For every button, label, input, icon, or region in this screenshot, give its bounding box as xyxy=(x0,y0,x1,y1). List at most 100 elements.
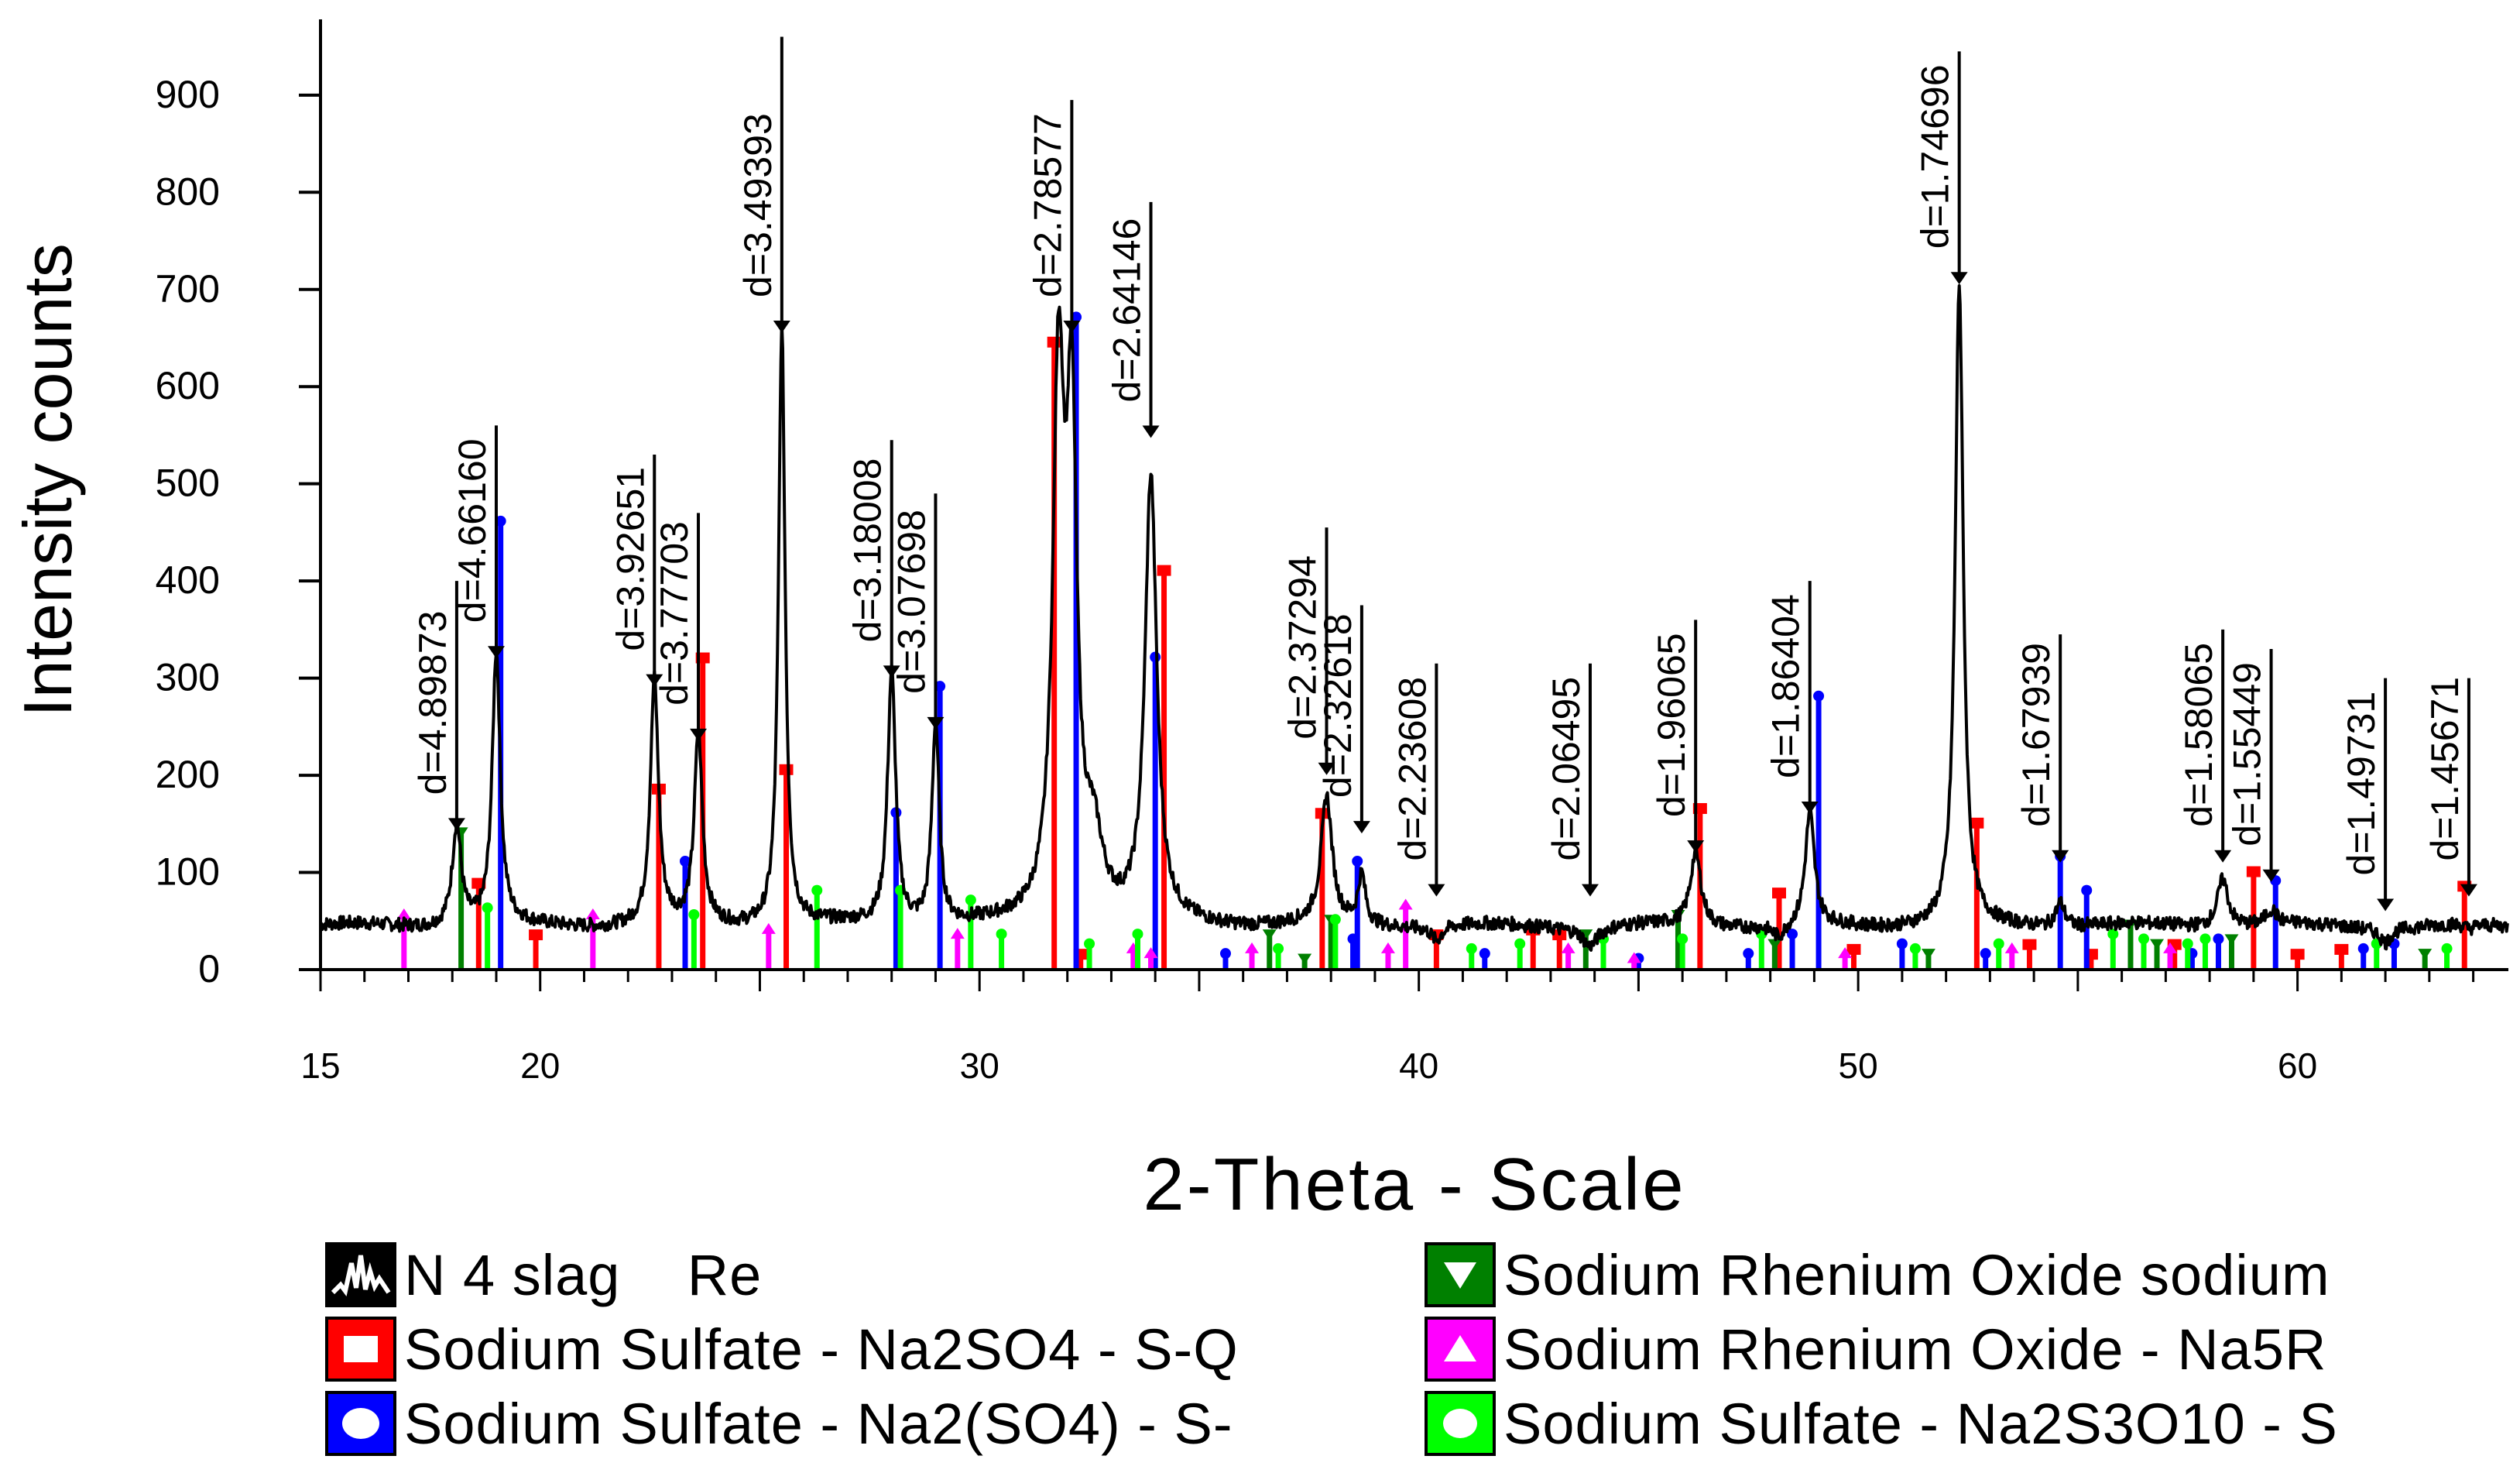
d-spacing-label: d=1.49731 xyxy=(2340,692,2383,876)
stick-marker xyxy=(2357,943,2369,954)
x-tick-label: 15 xyxy=(300,1046,340,1086)
stick-marker xyxy=(482,902,493,914)
stick-marker xyxy=(1838,947,1853,959)
stick-marker xyxy=(2182,938,2193,949)
stick-marker xyxy=(2138,933,2149,945)
peak-marker xyxy=(1318,762,1335,775)
d-spacing-label: d=1.55449 xyxy=(2226,662,2269,846)
d-spacing-label: d=4.66160 xyxy=(451,438,494,623)
x-tick-label: 50 xyxy=(1839,1046,1878,1086)
legend-label: Sodium Sulfate - Na2SO4 - S-Q xyxy=(404,1317,1239,1382)
stick-marker xyxy=(1896,938,1908,949)
peak-marker xyxy=(1142,425,1160,438)
reference-sticks-layer xyxy=(396,311,2472,970)
peak-marker xyxy=(1428,884,1445,897)
stick-marker xyxy=(934,681,946,692)
y-axis-label: Intensity counts xyxy=(9,243,86,716)
d-spacing-label: d=1.58065 xyxy=(2177,643,2220,827)
peak-marker xyxy=(2052,850,2069,863)
stick-marker xyxy=(2199,933,2211,945)
legend-green-triangle-down-icon xyxy=(1425,1242,1496,1307)
d-spacing-label: d=2.78577 xyxy=(1026,113,1069,297)
stick-marker xyxy=(1970,817,1984,829)
stick-marker xyxy=(1298,953,1312,965)
diffraction-pattern-layer xyxy=(319,284,2509,952)
stick-marker xyxy=(1627,952,1641,963)
d-spacing-label: d=2.37294 xyxy=(1281,555,1325,740)
legend-magenta-triangle-up-icon xyxy=(1425,1317,1496,1382)
y-tick-label: 300 xyxy=(156,656,220,699)
x-tick-label: 30 xyxy=(960,1046,999,1086)
stick-marker xyxy=(396,908,411,919)
stick-marker xyxy=(1772,888,1786,899)
stick-marker xyxy=(2107,929,2119,940)
d-spacing-label: d=1.86404 xyxy=(1764,594,1808,778)
x-tick-label: 20 xyxy=(520,1046,560,1086)
stick-marker xyxy=(1219,948,1231,960)
peak-marker xyxy=(1801,801,1819,814)
axes-layer: 0 100 200 300 400 500 600 700 800 900 15 20 30 40 50 60 xyxy=(156,19,2508,1086)
d-spacing-label: d=3.92651 xyxy=(609,467,652,651)
stick-marker xyxy=(1143,947,1158,959)
stick-marker xyxy=(1245,942,1260,953)
stick-marker xyxy=(1157,565,1171,576)
d-spacing-label: d=3.49393 xyxy=(736,113,780,297)
d-spacing-label: d=1.67939 xyxy=(2014,643,2058,827)
stick-marker xyxy=(2246,866,2261,877)
stick-marker xyxy=(1846,943,1861,955)
stick-marker xyxy=(1813,690,1825,702)
stick-marker xyxy=(680,855,691,867)
peak-marker xyxy=(2377,898,2395,912)
legend-item-pattern: N 4 slag Re xyxy=(325,1239,762,1310)
stick-marker xyxy=(2004,942,2019,953)
stick-marker xyxy=(1071,311,1082,323)
legend-label: Sodium Rhenium Oxide sodium xyxy=(1503,1242,2330,1307)
y-tick-label: 0 xyxy=(198,947,220,991)
stick-marker xyxy=(2081,884,2093,896)
stick-marker xyxy=(1980,948,1991,960)
stick-marker xyxy=(2418,949,2433,960)
x-tick-label: 60 xyxy=(2278,1046,2317,1086)
stick-marker xyxy=(1047,336,1061,348)
peak-marker xyxy=(927,716,945,730)
d-spacing-label: d=1.74696 xyxy=(1914,64,1957,249)
stick-marker xyxy=(996,929,1007,940)
stick-marker xyxy=(1921,949,1935,960)
peak-marker xyxy=(773,320,790,333)
d-spacing-label: d=4.89873 xyxy=(411,611,454,795)
y-tick-label: 900 xyxy=(156,73,220,116)
y-tick-label: 100 xyxy=(156,850,220,894)
stick-marker xyxy=(811,884,823,896)
stick-marker xyxy=(1561,942,1575,953)
stick-marker xyxy=(1909,943,1921,954)
peak-marker xyxy=(1687,840,1705,853)
legend-item-rhenium-oxide-sodium: Sodium Rhenium Oxide sodium xyxy=(1425,1239,2330,1310)
stick-marker xyxy=(2150,939,2165,950)
legend-red-square-icon xyxy=(325,1317,396,1382)
stick-marker xyxy=(950,928,965,939)
legend-label: Sodium Rhenium Oxide - Na5R xyxy=(1503,1317,2327,1382)
stick-marker xyxy=(495,515,506,527)
stick-marker xyxy=(1743,948,1754,960)
legend: N 4 slag Re Sodium Sulfate - Na2SO4 - S-… xyxy=(325,1239,2493,1464)
legend-item-na5r: Sodium Rhenium Oxide - Na5R xyxy=(1425,1313,2326,1385)
peak-marker xyxy=(487,646,505,659)
stick-marker xyxy=(761,922,776,934)
peak-marker xyxy=(1950,272,1968,285)
legend-label: Sodium Sulfate - Na2S3O10 - S xyxy=(1503,1391,2338,1456)
stick-marker xyxy=(529,929,543,941)
peak-marker xyxy=(1353,821,1370,834)
legend-label: N 4 slag Re xyxy=(404,1242,763,1307)
legend-lime-circle-icon xyxy=(1425,1391,1496,1456)
stick-marker xyxy=(1479,948,1490,960)
stick-marker xyxy=(1352,855,1363,867)
stick-marker xyxy=(2224,934,2239,946)
d-spacing-label: d=2.64146 xyxy=(1106,218,1149,403)
d-spacing-label: d=2.06495 xyxy=(1545,677,1588,861)
legend-wave-icon xyxy=(325,1242,396,1307)
stick-marker xyxy=(1273,943,1284,954)
stick-marker xyxy=(585,908,600,919)
peak-marker xyxy=(1063,320,1081,333)
d-spacing-label: d=2.23608 xyxy=(1390,677,1434,861)
